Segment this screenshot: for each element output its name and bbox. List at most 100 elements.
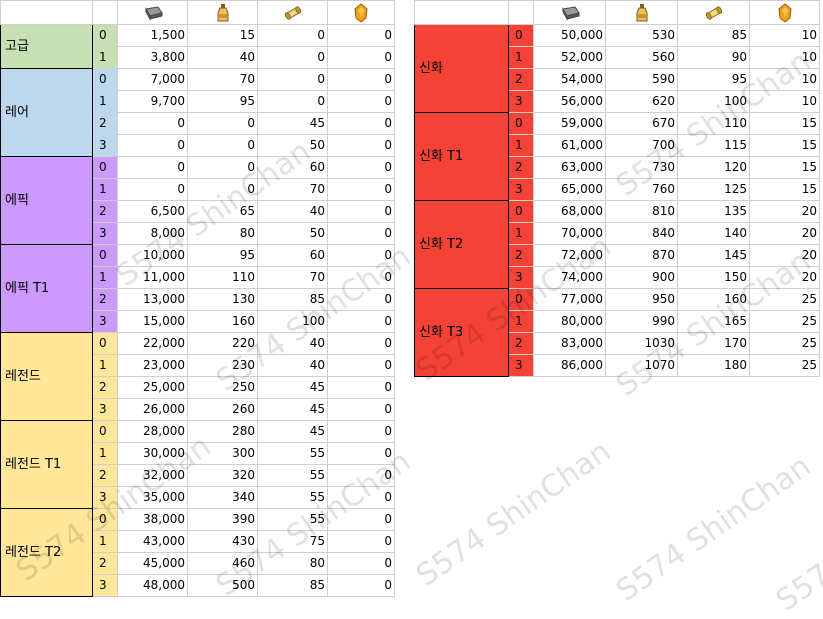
scroll-cost-cell: 45 bbox=[257, 420, 328, 443]
header-level bbox=[508, 0, 534, 25]
oil-cost-cell: 760 bbox=[605, 178, 678, 201]
scroll-cost-cell: 150 bbox=[677, 266, 750, 289]
watermark-text: S574 ShinChan bbox=[610, 448, 818, 609]
ingot-cost-cell: 6,500 bbox=[117, 200, 188, 223]
amber-cost-cell: 25 bbox=[749, 332, 820, 355]
level-cell: 1 bbox=[92, 90, 118, 113]
level-cell: 3 bbox=[92, 310, 118, 333]
iron-ingot-icon bbox=[560, 5, 580, 21]
amber-cost-cell: 0 bbox=[327, 354, 395, 377]
scroll-cost-cell: 50 bbox=[257, 222, 328, 245]
header-row bbox=[414, 0, 820, 25]
scroll-cost-cell: 55 bbox=[257, 508, 328, 531]
scroll-cost-cell: 70 bbox=[257, 266, 328, 289]
amber-gem-header bbox=[327, 0, 395, 25]
ingot-cost-cell: 86,000 bbox=[533, 354, 606, 377]
amber-cost-cell: 0 bbox=[327, 288, 395, 311]
level-cell: 3 bbox=[92, 222, 118, 245]
amber-cost-cell: 15 bbox=[749, 178, 820, 201]
table-row: 레어 0 7,000 70 0 0 bbox=[0, 68, 395, 157]
iron-ingot-header bbox=[117, 0, 188, 25]
oil-cost-cell: 80 bbox=[187, 222, 258, 245]
oil-bottle-icon bbox=[634, 3, 650, 21]
oil-bottle-header bbox=[187, 0, 258, 25]
table-row: 3 26,000 260 45 0 bbox=[1, 398, 395, 421]
ingot-cost-cell: 48,000 bbox=[117, 574, 188, 597]
oil-cost-cell: 590 bbox=[605, 68, 678, 91]
ingot-cost-cell: 32,000 bbox=[117, 464, 188, 487]
ingot-cost-cell: 3,800 bbox=[117, 46, 188, 69]
amber-cost-cell: 0 bbox=[327, 90, 395, 113]
amber-cost-cell: 25 bbox=[749, 288, 820, 311]
level-cell: 1 bbox=[92, 178, 118, 201]
table-row: 1 70,000 840 140 20 bbox=[415, 222, 820, 245]
amber-cost-cell: 10 bbox=[749, 68, 820, 91]
scroll-cost-cell: 60 bbox=[257, 156, 328, 179]
ingot-cost-cell: 1,500 bbox=[117, 24, 188, 47]
oil-cost-cell: 65 bbox=[187, 200, 258, 223]
amber-cost-cell: 20 bbox=[749, 222, 820, 245]
amber-cost-cell: 0 bbox=[327, 552, 395, 575]
ingot-cost-cell: 43,000 bbox=[117, 530, 188, 553]
table-row: 3 65,000 760 125 15 bbox=[415, 178, 820, 201]
ingot-cost-cell: 22,000 bbox=[117, 332, 188, 355]
level-cell: 3 bbox=[508, 354, 534, 377]
amber-gem-header bbox=[749, 0, 820, 25]
scroll-header bbox=[257, 0, 328, 25]
grade-label: 신화 bbox=[414, 24, 509, 113]
table-row: 3 0 0 50 0 bbox=[1, 134, 395, 157]
level-cell: 3 bbox=[92, 486, 118, 509]
scroll-cost-cell: 140 bbox=[677, 222, 750, 245]
amber-cost-cell: 20 bbox=[749, 244, 820, 267]
level-cell: 2 bbox=[92, 112, 118, 135]
level-cell: 0 bbox=[508, 112, 534, 135]
ingot-cost-cell: 35,000 bbox=[117, 486, 188, 509]
scroll-cost-cell: 160 bbox=[677, 288, 750, 311]
amber-gem-icon bbox=[777, 2, 793, 23]
oil-cost-cell: 530 bbox=[605, 24, 678, 47]
ingot-cost-cell: 65,000 bbox=[533, 178, 606, 201]
header-level bbox=[92, 0, 118, 25]
scroll-cost-cell: 40 bbox=[257, 200, 328, 223]
level-cell: 1 bbox=[508, 46, 534, 69]
level-cell: 0 bbox=[92, 332, 118, 355]
ingot-cost-cell: 52,000 bbox=[533, 46, 606, 69]
oil-cost-cell: 15 bbox=[187, 24, 258, 47]
ingot-cost-cell: 9,700 bbox=[117, 90, 188, 113]
amber-cost-cell: 0 bbox=[327, 46, 395, 69]
table-row: 2 6,500 65 40 0 bbox=[1, 200, 395, 223]
scroll-cost-cell: 75 bbox=[257, 530, 328, 553]
ingot-cost-cell: 83,000 bbox=[533, 332, 606, 355]
table-row: 1 0 0 70 0 bbox=[1, 178, 395, 201]
scroll-cost-cell: 110 bbox=[677, 112, 750, 135]
scroll-cost-cell: 45 bbox=[257, 112, 328, 135]
amber-cost-cell: 0 bbox=[327, 178, 395, 201]
ingot-cost-cell: 38,000 bbox=[117, 508, 188, 531]
level-cell: 2 bbox=[92, 464, 118, 487]
scroll-cost-cell: 125 bbox=[677, 178, 750, 201]
ingot-cost-cell: 77,000 bbox=[533, 288, 606, 311]
scroll-cost-cell: 170 bbox=[677, 332, 750, 355]
table-row: 2 72,000 870 145 20 bbox=[415, 244, 820, 267]
ingot-cost-cell: 80,000 bbox=[533, 310, 606, 333]
amber-cost-cell: 0 bbox=[327, 508, 395, 531]
level-cell: 1 bbox=[92, 354, 118, 377]
table-row: 레전드 T2 0 38,000 390 55 0 bbox=[0, 508, 395, 597]
amber-cost-cell: 20 bbox=[749, 266, 820, 289]
amber-cost-cell: 0 bbox=[327, 310, 395, 333]
amber-cost-cell: 0 bbox=[327, 574, 395, 597]
table-row: 3 56,000 620 100 10 bbox=[415, 90, 820, 113]
header-corner bbox=[414, 0, 509, 25]
amber-cost-cell: 0 bbox=[327, 68, 395, 91]
level-cell: 0 bbox=[92, 156, 118, 179]
grade-label: 신화 T2 bbox=[414, 200, 509, 289]
oil-cost-cell: 220 bbox=[187, 332, 258, 355]
amber-cost-cell: 25 bbox=[749, 354, 820, 377]
table-row: 1 61,000 700 115 15 bbox=[415, 134, 820, 157]
amber-cost-cell: 0 bbox=[327, 244, 395, 267]
scroll-cost-cell: 135 bbox=[677, 200, 750, 223]
oil-cost-cell: 500 bbox=[187, 574, 258, 597]
oil-cost-cell: 300 bbox=[187, 442, 258, 465]
scroll-cost-cell: 50 bbox=[257, 134, 328, 157]
ingot-cost-cell: 7,000 bbox=[117, 68, 188, 91]
